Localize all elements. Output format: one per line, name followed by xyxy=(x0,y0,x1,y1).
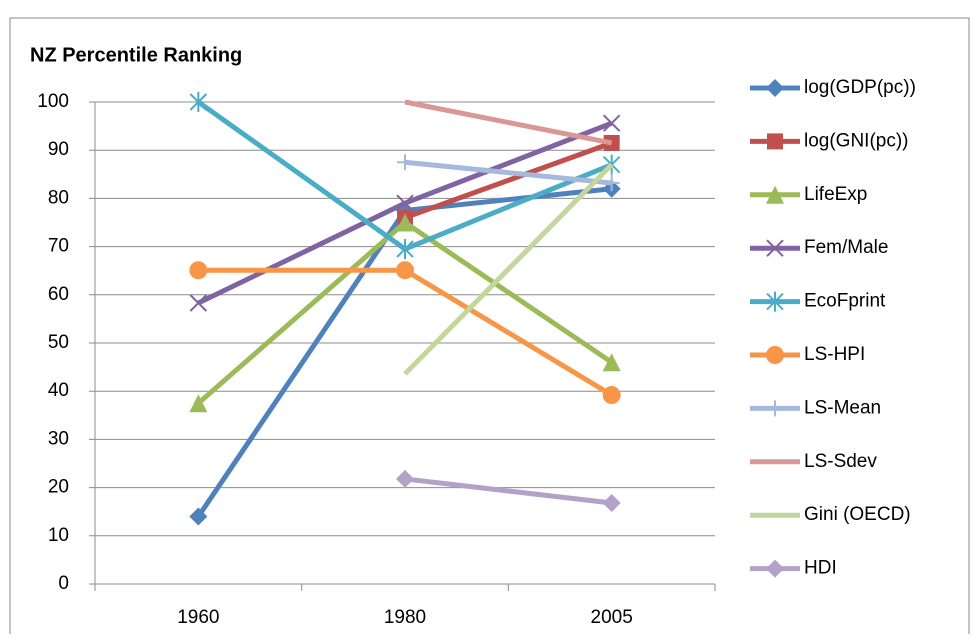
chart-title: NZ Percentile Ranking xyxy=(30,44,242,66)
x-tick-label: 2005 xyxy=(591,607,633,628)
y-tick-label: 10 xyxy=(48,525,69,546)
marker xyxy=(396,213,414,232)
marker xyxy=(189,92,208,112)
marker xyxy=(189,394,208,413)
legend-label: log(GDP(pc)) xyxy=(804,77,916,98)
series-line xyxy=(404,159,612,186)
legend-label: Gini (OECD) xyxy=(804,504,911,525)
marker xyxy=(603,174,620,191)
legend-label: LifeExp xyxy=(804,184,867,205)
y-tick-label: 0 xyxy=(58,573,69,594)
marker xyxy=(766,346,784,364)
marker xyxy=(767,400,783,417)
series-line xyxy=(404,476,612,506)
marker xyxy=(766,291,784,312)
y-tick-label: 50 xyxy=(48,332,69,353)
chart-border xyxy=(9,17,970,639)
marker xyxy=(189,261,208,280)
y-tick-label: 90 xyxy=(48,139,69,160)
x-tick-label: 1980 xyxy=(384,607,426,628)
legend-label: LS-HPI xyxy=(804,344,865,365)
marker xyxy=(766,239,784,257)
marker xyxy=(766,559,784,578)
series-line xyxy=(403,162,614,376)
y-tick-label: 80 xyxy=(48,187,69,208)
y-tick-label: 70 xyxy=(48,236,69,257)
marker xyxy=(602,114,621,132)
legend-label: LS-Mean xyxy=(804,397,881,418)
marker xyxy=(189,507,208,526)
legend-label: HDI xyxy=(804,558,837,579)
legend-label: log(GNI(pc)) xyxy=(804,130,909,151)
y-tick-label: 30 xyxy=(48,428,69,449)
marker xyxy=(602,386,621,405)
marker xyxy=(189,294,208,312)
marker xyxy=(766,79,784,97)
legend-label: LS-Sdev xyxy=(804,451,877,472)
x-tick-label: 1960 xyxy=(177,607,219,628)
marker xyxy=(767,133,783,150)
marker xyxy=(397,154,413,171)
marker xyxy=(396,469,414,488)
y-tick-label: 40 xyxy=(48,380,69,401)
marker xyxy=(602,353,621,372)
marker xyxy=(602,494,621,513)
legend-label: Fem/Male xyxy=(804,237,888,258)
series-line xyxy=(404,140,613,221)
marker xyxy=(396,239,414,260)
y-tick-label: 20 xyxy=(48,477,69,498)
marker xyxy=(766,185,784,204)
legend-label: EcoFprint xyxy=(804,291,886,312)
y-tick-label: 60 xyxy=(48,284,69,305)
y-tick-label: 100 xyxy=(37,91,69,112)
series-line xyxy=(404,99,613,146)
marker xyxy=(396,261,414,280)
marker xyxy=(396,194,414,212)
